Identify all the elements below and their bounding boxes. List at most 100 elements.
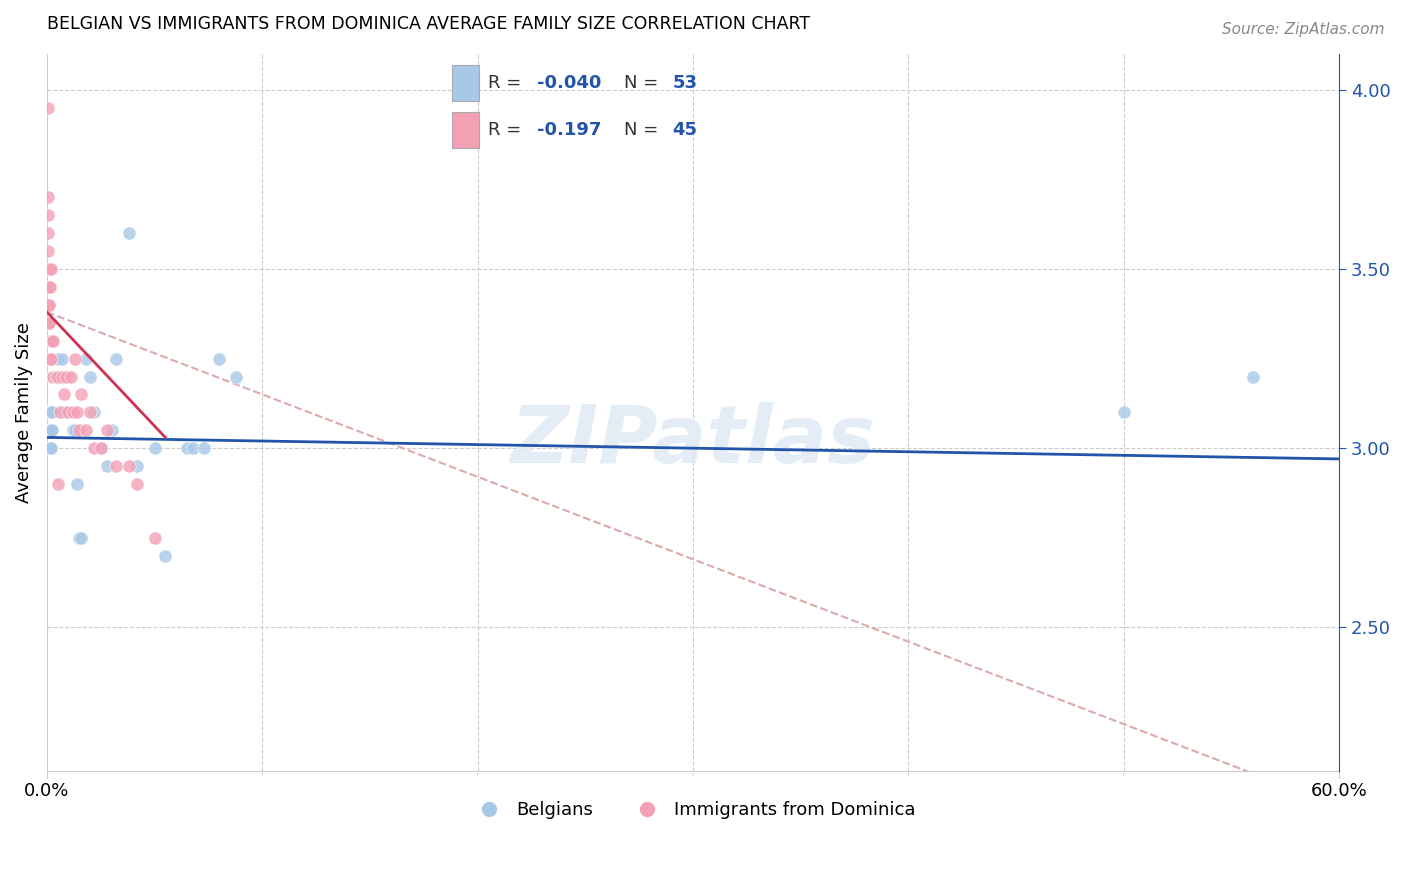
Point: [118, 459, 141, 474]
Point: [42, 369, 65, 384]
Point: [63, 423, 86, 437]
Point: [118, 226, 141, 240]
Bar: [451, 112, 479, 148]
Point: [58, 369, 80, 384]
Point: [44, 369, 66, 384]
Point: [39, 262, 62, 277]
Point: [38, 441, 60, 455]
Point: [83, 405, 105, 419]
Point: [39, 351, 62, 366]
Point: [37, 101, 59, 115]
Point: [83, 441, 105, 455]
Point: [79, 369, 101, 384]
Text: Source: ZipAtlas.com: Source: ZipAtlas.com: [1222, 22, 1385, 37]
Point: [39, 441, 62, 455]
Bar: [451, 65, 479, 101]
Point: [39, 441, 62, 455]
Point: [55, 405, 77, 419]
Point: [193, 441, 215, 455]
Point: [38, 405, 60, 419]
Point: [51, 369, 73, 384]
Point: [46, 351, 69, 366]
Point: [75, 351, 97, 366]
Text: R =: R =: [488, 120, 527, 139]
Point: [39, 423, 62, 437]
Point: [39, 423, 62, 437]
Point: [127, 459, 149, 474]
Point: [176, 441, 198, 455]
Point: [37, 208, 59, 222]
Point: [39, 334, 62, 348]
Point: [67, 531, 90, 545]
Point: [37, 244, 59, 258]
Point: [143, 531, 166, 545]
Point: [42, 334, 65, 348]
Point: [42, 369, 65, 384]
Point: [183, 441, 205, 455]
Point: [41, 369, 63, 384]
Text: -0.197: -0.197: [537, 120, 600, 139]
Point: [1112, 405, 1135, 419]
Point: [38, 423, 60, 437]
Point: [143, 441, 166, 455]
Text: BELGIAN VS IMMIGRANTS FROM DOMINICA AVERAGE FAMILY SIZE CORRELATION CHART: BELGIAN VS IMMIGRANTS FROM DOMINICA AVER…: [46, 15, 810, 33]
Point: [38, 405, 60, 419]
Point: [155, 549, 177, 563]
Text: -0.040: -0.040: [537, 74, 600, 92]
Point: [38, 298, 60, 312]
Point: [75, 423, 97, 437]
Text: N =: N =: [624, 120, 664, 139]
Point: [104, 459, 127, 474]
Point: [1241, 369, 1264, 384]
Legend: Belgians, Immigrants from Dominica: Belgians, Immigrants from Dominica: [464, 794, 922, 826]
Point: [39, 280, 62, 294]
Point: [38, 351, 60, 366]
Point: [44, 369, 66, 384]
Point: [38, 262, 60, 277]
Point: [90, 441, 112, 455]
Point: [38, 280, 60, 294]
Point: [62, 423, 84, 437]
Point: [66, 405, 89, 419]
Point: [46, 351, 69, 366]
Point: [38, 441, 60, 455]
Point: [96, 423, 118, 437]
Point: [53, 405, 76, 419]
Point: [104, 351, 127, 366]
Point: [90, 441, 112, 455]
Point: [70, 531, 93, 545]
Text: N =: N =: [624, 74, 664, 92]
Point: [37, 226, 59, 240]
Point: [67, 423, 90, 437]
Point: [42, 369, 65, 384]
Point: [39, 423, 62, 437]
Point: [38, 423, 60, 437]
Text: 53: 53: [672, 74, 697, 92]
Point: [49, 405, 72, 419]
Point: [70, 387, 93, 401]
Point: [38, 423, 60, 437]
Point: [41, 405, 63, 419]
Point: [66, 477, 89, 491]
Point: [37, 190, 59, 204]
Point: [59, 369, 82, 384]
Text: ZIPatlas: ZIPatlas: [510, 402, 876, 480]
Point: [49, 369, 72, 384]
Y-axis label: Average Family Size: Average Family Size: [15, 322, 32, 503]
Text: R =: R =: [488, 74, 527, 92]
Point: [127, 477, 149, 491]
Point: [39, 405, 62, 419]
Point: [38, 334, 60, 348]
Point: [46, 477, 69, 491]
Point: [208, 351, 231, 366]
Point: [225, 369, 247, 384]
Point: [46, 369, 69, 384]
Point: [53, 387, 76, 401]
Point: [63, 351, 86, 366]
Point: [38, 298, 60, 312]
Point: [38, 423, 60, 437]
Text: 45: 45: [672, 120, 697, 139]
Point: [51, 369, 73, 384]
Point: [41, 334, 63, 348]
Point: [38, 316, 60, 330]
